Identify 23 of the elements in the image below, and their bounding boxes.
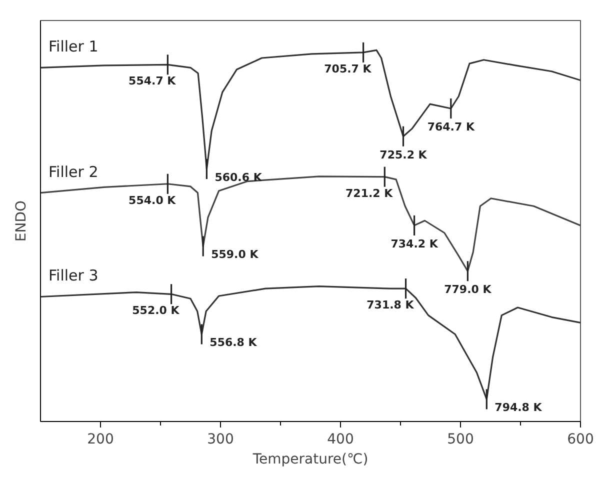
series-label: Filler 3 [48,266,98,285]
x-tick-label: 400 [327,432,354,448]
x-tick-label: 500 [447,432,474,448]
x-tick-label: 200 [87,432,114,448]
annotation: 556.8 K [210,336,258,350]
annotation: 721.2 K [346,186,394,200]
y-axis-title: ENDO [14,200,30,242]
annotation: 734.2 K [390,237,438,250]
x-axis-title: Temperature(℃) [252,452,368,468]
annotation: 554.7 K [128,74,176,88]
x-tick-label: 600 [567,432,594,448]
series-label: Filler 1 [48,38,98,56]
annotation: 559.0 K [211,248,259,262]
x-tick-label: 300 [207,432,234,448]
annotation: 794.8 K [494,401,542,414]
annotation: 552.0 K [132,304,180,318]
annotation: 554.0 K [128,194,176,207]
series-label: Filler 2 [48,162,98,181]
annotation: 725.2 K [380,148,428,162]
annotation: 705.7 K [324,62,372,76]
annotation: 731.8 K [366,298,414,312]
annotation: 779.0 K [444,283,492,296]
annotation: 764.7 K [427,120,475,134]
